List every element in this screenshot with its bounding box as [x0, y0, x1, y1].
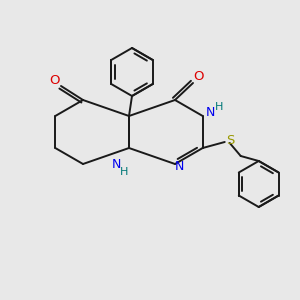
Text: O: O: [193, 70, 203, 83]
Text: O: O: [50, 74, 60, 88]
Text: S: S: [226, 134, 235, 148]
Text: N: N: [174, 160, 184, 172]
Text: H: H: [214, 102, 223, 112]
Text: N: N: [206, 106, 215, 119]
Text: N: N: [111, 158, 121, 170]
Text: H: H: [120, 167, 128, 177]
